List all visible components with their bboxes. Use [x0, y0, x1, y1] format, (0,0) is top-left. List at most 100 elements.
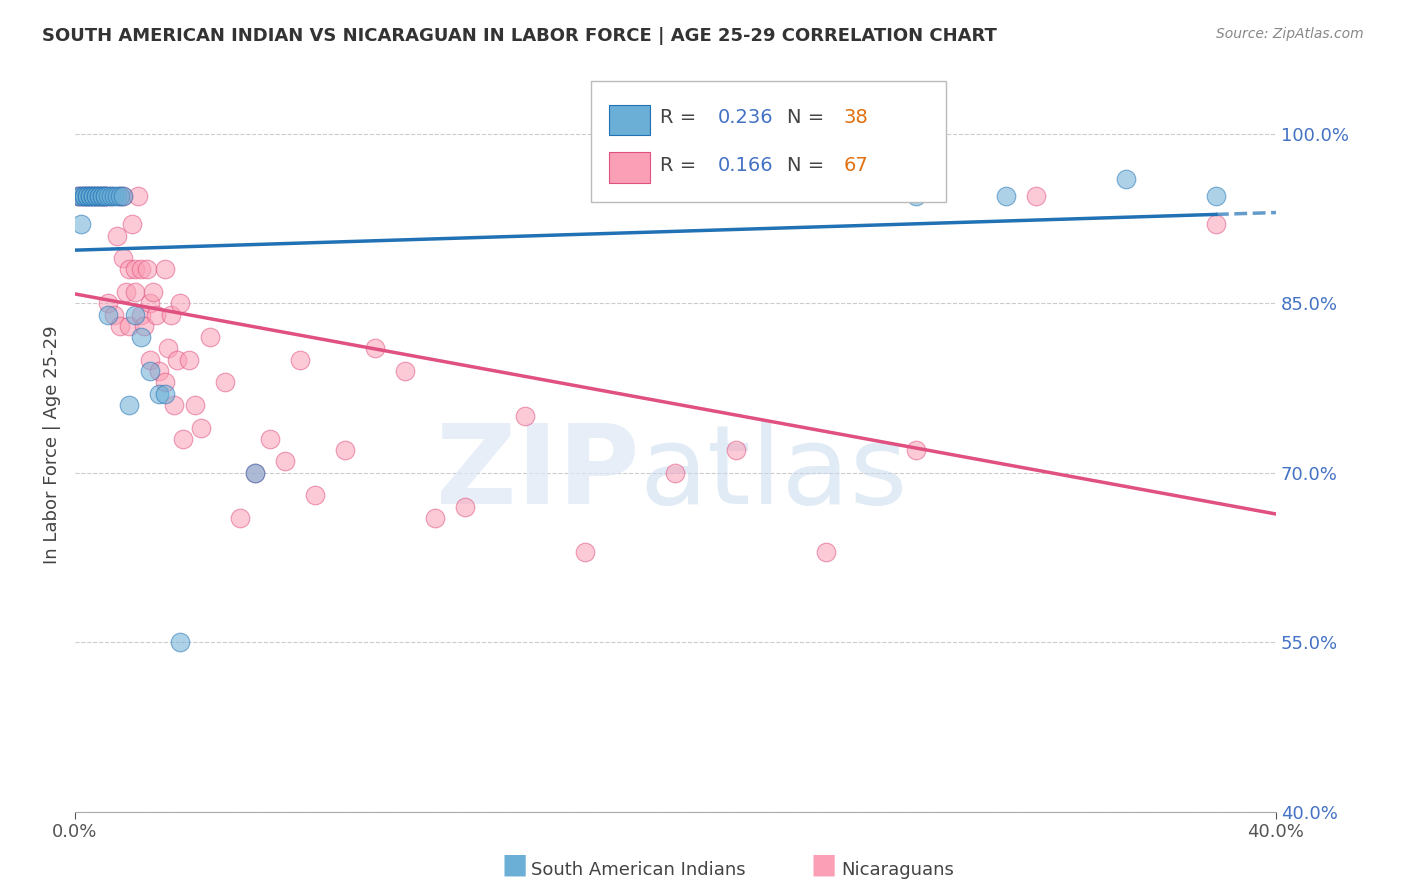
Point: [304, 488, 326, 502]
Point: [243, 466, 266, 480]
Text: atlas: atlas: [640, 420, 908, 527]
Text: 0.166: 0.166: [717, 156, 773, 175]
Point: [127, 189, 149, 203]
Point: [94, 189, 117, 203]
Point: [76, 189, 98, 203]
Point: [1025, 189, 1047, 203]
Point: [724, 443, 747, 458]
Point: [103, 189, 125, 203]
Point: [172, 432, 194, 446]
Point: [82, 189, 104, 203]
Point: [515, 409, 537, 424]
Text: 0.236: 0.236: [717, 108, 773, 128]
Point: [335, 443, 357, 458]
Text: SOUTH AMERICAN INDIAN VS NICARAGUAN IN LABOR FORCE | AGE 25-29 CORRELATION CHART: SOUTH AMERICAN INDIAN VS NICARAGUAN IN L…: [42, 27, 997, 45]
Point: [243, 466, 266, 480]
Text: ■: ■: [501, 851, 527, 879]
Point: [79, 189, 101, 203]
Point: [274, 454, 297, 468]
Text: 67: 67: [844, 156, 869, 175]
Point: [169, 635, 191, 649]
Point: [198, 330, 221, 344]
Point: [94, 189, 117, 203]
Point: [1205, 189, 1227, 203]
Point: [153, 376, 176, 390]
Point: [664, 466, 686, 480]
Text: N =: N =: [787, 156, 831, 175]
Point: [112, 251, 135, 265]
Point: [190, 420, 212, 434]
Point: [153, 262, 176, 277]
Point: [118, 318, 141, 333]
Point: [84, 189, 107, 203]
Point: [94, 189, 117, 203]
Text: R =: R =: [659, 108, 703, 128]
Point: [66, 189, 89, 203]
Point: [118, 398, 141, 412]
Point: [129, 308, 152, 322]
Point: [91, 189, 114, 203]
Point: [70, 217, 93, 231]
Point: [364, 342, 387, 356]
Point: [124, 308, 146, 322]
Point: [108, 189, 131, 203]
Point: [574, 545, 596, 559]
Text: ■: ■: [810, 851, 837, 879]
Point: [87, 189, 110, 203]
Point: [70, 189, 93, 203]
Point: [153, 386, 176, 401]
Point: [904, 443, 927, 458]
Point: [139, 364, 162, 378]
Point: [454, 500, 477, 514]
Point: [97, 189, 120, 203]
Point: [166, 352, 188, 367]
Point: [132, 318, 155, 333]
FancyBboxPatch shape: [592, 81, 946, 202]
Point: [79, 189, 101, 203]
Point: [108, 189, 131, 203]
Point: [994, 189, 1017, 203]
Text: ZIP: ZIP: [436, 420, 640, 527]
Point: [76, 189, 98, 203]
Point: [108, 318, 131, 333]
Point: [124, 285, 146, 299]
Y-axis label: In Labor Force | Age 25-29: In Labor Force | Age 25-29: [44, 326, 60, 564]
Point: [177, 352, 200, 367]
Point: [97, 308, 120, 322]
Point: [184, 398, 207, 412]
Point: [105, 228, 128, 243]
Point: [73, 189, 96, 203]
Point: [1205, 217, 1227, 231]
Point: [112, 189, 135, 203]
Point: [66, 189, 89, 203]
Point: [259, 432, 281, 446]
Text: South American Indians: South American Indians: [531, 861, 747, 879]
Point: [94, 189, 117, 203]
Point: [73, 189, 96, 203]
Point: [121, 217, 143, 231]
Point: [82, 189, 104, 203]
Point: [70, 189, 93, 203]
Point: [76, 189, 98, 203]
Point: [87, 189, 110, 203]
Point: [79, 189, 101, 203]
Text: N =: N =: [787, 108, 831, 128]
Point: [82, 189, 104, 203]
Point: [91, 189, 114, 203]
Point: [139, 352, 162, 367]
Point: [229, 511, 252, 525]
Point: [97, 296, 120, 310]
Point: [139, 296, 162, 310]
Point: [91, 189, 114, 203]
Point: [157, 342, 180, 356]
Point: [100, 189, 122, 203]
Point: [425, 511, 447, 525]
Point: [148, 364, 170, 378]
Point: [214, 376, 236, 390]
Point: [1115, 172, 1137, 186]
Point: [394, 364, 416, 378]
Point: [814, 545, 837, 559]
Point: [118, 262, 141, 277]
Point: [105, 189, 128, 203]
Text: 38: 38: [844, 108, 869, 128]
